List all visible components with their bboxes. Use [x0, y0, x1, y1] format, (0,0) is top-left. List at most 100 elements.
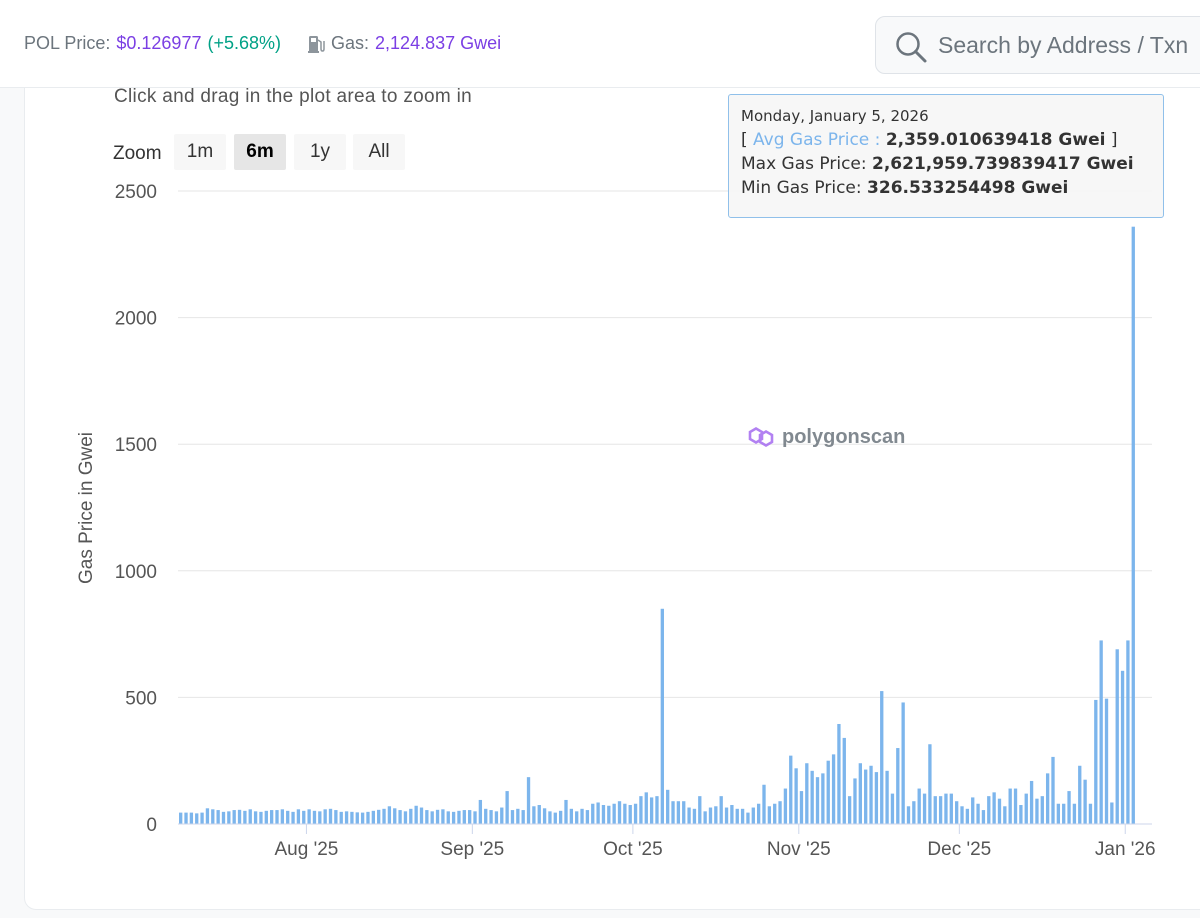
bar[interactable]: [462, 810, 466, 824]
bar[interactable]: [537, 805, 541, 824]
bar[interactable]: [633, 803, 638, 824]
bar[interactable]: [291, 811, 295, 824]
bar[interactable]: [585, 810, 590, 824]
bar[interactable]: [906, 806, 911, 824]
bar[interactable]: [446, 811, 450, 824]
bar[interactable]: [687, 807, 691, 824]
bar[interactable]: [756, 803, 761, 824]
bar[interactable]: [264, 810, 268, 824]
bar[interactable]: [853, 778, 857, 824]
zoom-all-button[interactable]: All: [353, 134, 405, 170]
bar[interactable]: [799, 791, 804, 824]
bar[interactable]: [960, 806, 964, 824]
bar[interactable]: [987, 796, 991, 824]
bar[interactable]: [286, 810, 290, 824]
bar[interactable]: [1078, 765, 1082, 824]
bar[interactable]: [773, 803, 777, 824]
zoom-6m-button[interactable]: 6m: [234, 134, 286, 170]
bar[interactable]: [789, 755, 793, 824]
bar[interactable]: [821, 773, 825, 824]
bar[interactable]: [880, 691, 884, 824]
bar[interactable]: [1045, 773, 1050, 824]
bar[interactable]: [558, 810, 563, 824]
bar[interactable]: [1019, 805, 1023, 824]
bar[interactable]: [692, 808, 697, 824]
bar[interactable]: [195, 813, 199, 824]
bar[interactable]: [976, 803, 980, 824]
bar[interactable]: [794, 768, 798, 824]
bar[interactable]: [1120, 670, 1125, 824]
bar[interactable]: [949, 793, 953, 824]
bar[interactable]: [676, 801, 681, 824]
bar[interactable]: [981, 810, 986, 824]
bar[interactable]: [403, 811, 408, 824]
bar[interactable]: [708, 807, 713, 824]
bar[interactable]: [1094, 699, 1098, 824]
bar[interactable]: [917, 788, 921, 824]
pol-price-value[interactable]: $0.126977: [116, 33, 202, 53]
bar[interactable]: [269, 810, 274, 824]
bar[interactable]: [350, 811, 354, 824]
bar[interactable]: [660, 608, 664, 824]
bar[interactable]: [457, 810, 461, 824]
bar[interactable]: [971, 797, 975, 824]
bar[interactable]: [1115, 649, 1119, 824]
bar[interactable]: [318, 811, 322, 824]
bar[interactable]: [612, 803, 616, 824]
bar[interactable]: [890, 793, 895, 824]
bar[interactable]: [617, 801, 622, 824]
bar[interactable]: [505, 791, 509, 824]
bar[interactable]: [644, 792, 648, 824]
bar[interactable]: [1110, 802, 1114, 824]
bar[interactable]: [425, 810, 429, 824]
bar[interactable]: [312, 810, 317, 824]
bar[interactable]: [901, 702, 905, 824]
bar[interactable]: [393, 808, 397, 824]
bar[interactable]: [366, 811, 370, 824]
bar[interactable]: [1008, 788, 1012, 824]
bar[interactable]: [564, 799, 568, 824]
bar[interactable]: [189, 812, 194, 824]
bar[interactable]: [1056, 803, 1061, 824]
bar[interactable]: [200, 812, 204, 824]
bar[interactable]: [810, 770, 814, 824]
bar[interactable]: [1029, 780, 1034, 824]
zoom-1m-button[interactable]: 1m: [174, 134, 226, 170]
bar[interactable]: [216, 810, 220, 824]
bar[interactable]: [922, 793, 927, 824]
bar[interactable]: [179, 812, 183, 824]
bar[interactable]: [339, 811, 343, 824]
bar[interactable]: [1024, 793, 1028, 824]
bar[interactable]: [955, 801, 959, 824]
bar[interactable]: [847, 796, 852, 824]
bar[interactable]: [227, 811, 231, 824]
bar[interactable]: [521, 810, 525, 824]
bar[interactable]: [864, 769, 868, 824]
bar[interactable]: [997, 798, 1002, 824]
bar[interactable]: [682, 801, 686, 824]
bar[interactable]: [468, 810, 472, 824]
bar[interactable]: [280, 809, 285, 824]
bar[interactable]: [1088, 803, 1093, 824]
bar[interactable]: [569, 808, 574, 824]
bar[interactable]: [387, 806, 392, 824]
bar[interactable]: [532, 806, 536, 824]
bar[interactable]: [869, 765, 873, 824]
bar[interactable]: [307, 809, 311, 824]
bar[interactable]: [302, 810, 306, 824]
bar[interactable]: [516, 808, 520, 824]
bar[interactable]: [735, 808, 739, 824]
bar[interactable]: [510, 810, 515, 824]
bar[interactable]: [1051, 756, 1055, 824]
bar[interactable]: [430, 811, 434, 824]
bar[interactable]: [783, 788, 788, 824]
bar[interactable]: [933, 796, 937, 824]
bar[interactable]: [371, 810, 375, 824]
bar[interactable]: [671, 801, 675, 824]
bar[interactable]: [414, 805, 418, 824]
bar[interactable]: [1072, 803, 1077, 824]
bar[interactable]: [232, 810, 236, 824]
bar[interactable]: [805, 763, 809, 824]
bar[interactable]: [435, 809, 440, 824]
